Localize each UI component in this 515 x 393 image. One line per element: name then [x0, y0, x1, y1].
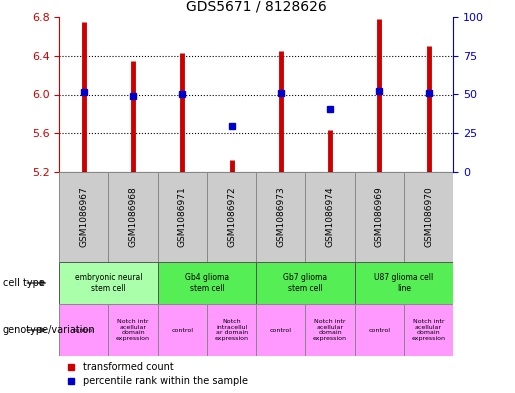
Text: GSM1086973: GSM1086973	[277, 187, 285, 247]
Bar	[305, 304, 355, 356]
Text: GSM1086967: GSM1086967	[79, 187, 89, 247]
Text: GSM1086971: GSM1086971	[178, 187, 187, 247]
Text: U87 glioma cell
line: U87 glioma cell line	[374, 273, 434, 293]
Text: transformed count: transformed count	[83, 362, 174, 371]
Text: GSM1086972: GSM1086972	[227, 187, 236, 247]
Bar	[158, 262, 256, 304]
Text: Notch intr
acellular
domain
expression: Notch intr acellular domain expression	[411, 319, 445, 341]
Text: Gb4 glioma
stem cell: Gb4 glioma stem cell	[185, 273, 229, 293]
Bar	[256, 304, 305, 356]
Text: embryonic neural
stem cell: embryonic neural stem cell	[75, 273, 142, 293]
Bar	[355, 304, 404, 356]
Bar	[109, 172, 158, 262]
Text: Gb7 glioma
stem cell: Gb7 glioma stem cell	[283, 273, 328, 293]
Bar	[109, 304, 158, 356]
Bar	[305, 172, 355, 262]
Bar	[158, 304, 207, 356]
Bar	[256, 262, 355, 304]
Bar	[59, 262, 158, 304]
Text: cell type: cell type	[3, 278, 44, 288]
Bar	[158, 172, 207, 262]
Text: percentile rank within the sample: percentile rank within the sample	[83, 375, 248, 386]
Title: GDS5671 / 8128626: GDS5671 / 8128626	[186, 0, 327, 13]
Text: control: control	[73, 327, 95, 332]
Bar	[59, 172, 109, 262]
Bar	[404, 304, 453, 356]
Text: genotype/variation: genotype/variation	[3, 325, 95, 335]
Text: Notch
intracellul
ar domain
expression: Notch intracellul ar domain expression	[215, 319, 249, 341]
Bar	[355, 262, 453, 304]
Bar	[207, 304, 256, 356]
Text: GSM1086968: GSM1086968	[129, 187, 138, 247]
Text: control: control	[171, 327, 193, 332]
Bar	[207, 172, 256, 262]
Bar	[59, 304, 109, 356]
Bar	[355, 172, 404, 262]
Text: GSM1086970: GSM1086970	[424, 187, 433, 247]
Text: Notch intr
acellular
domain
expression: Notch intr acellular domain expression	[116, 319, 150, 341]
Text: GSM1086974: GSM1086974	[325, 187, 335, 247]
Bar	[256, 172, 305, 262]
Text: control: control	[368, 327, 390, 332]
Text: control: control	[270, 327, 292, 332]
Text: Notch intr
acellular
domain
expression: Notch intr acellular domain expression	[313, 319, 347, 341]
Bar	[404, 172, 453, 262]
Text: GSM1086969: GSM1086969	[375, 187, 384, 247]
